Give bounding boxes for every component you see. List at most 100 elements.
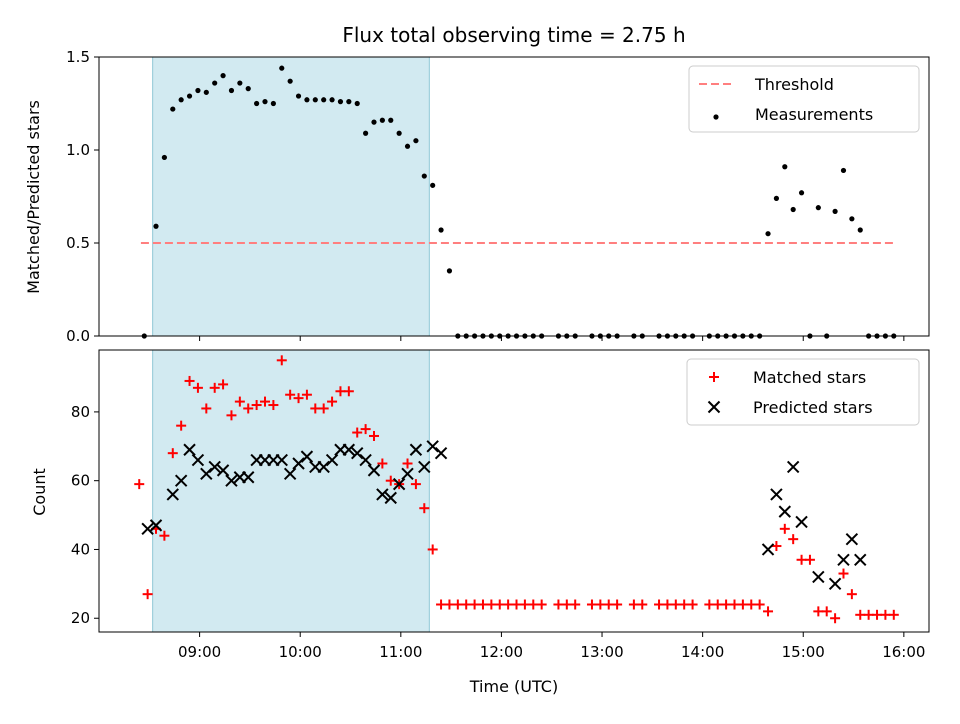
matched-stars-point [570, 599, 581, 610]
measurement-point [782, 164, 788, 170]
predicted-stars-point [434, 446, 448, 460]
matched-stars-point [477, 599, 488, 610]
legend-measurement-swatch [713, 114, 719, 120]
measurement-point [312, 97, 318, 103]
predicted-stars-point [359, 453, 372, 467]
matched-stars-point [402, 458, 413, 469]
predicted-stars-point [208, 460, 221, 474]
predicted-stars-point [367, 464, 381, 477]
predicted-stars-point [191, 453, 205, 467]
predicted-stars-point [283, 467, 297, 481]
legend-box [686, 358, 920, 426]
x-tick-label: 13:00 [580, 643, 623, 661]
legend-label: Measurements [755, 105, 873, 124]
bottom-y-axis-label: Count [30, 468, 49, 516]
predicted-stars-point [812, 570, 825, 584]
matched-stars-point [293, 393, 304, 404]
matched-stars-point [754, 599, 765, 610]
matched-stars-point [134, 479, 145, 490]
measurement-point [195, 87, 201, 94]
legend-label: Threshold [754, 75, 834, 94]
matched-stars-point [528, 599, 539, 610]
predicted-stars-point [317, 460, 330, 474]
measurement-point [430, 182, 436, 188]
matched-stars-point [260, 396, 270, 407]
measurement-point [388, 117, 394, 123]
y-tick-label: 20 [71, 609, 90, 627]
x-tick-label: 16:00 [882, 643, 925, 661]
measurement-point [849, 216, 855, 222]
measurement-point [254, 100, 260, 107]
predicted-stars-point [770, 488, 783, 501]
matched-stars-point [268, 400, 279, 411]
predicted-stars-point [401, 467, 414, 481]
measurement-point [212, 80, 218, 86]
matched-stars-point [511, 599, 522, 610]
measurement-point [857, 227, 863, 233]
predicted-stars-point [342, 443, 356, 456]
matched-stars-point [813, 606, 824, 617]
predicted-stars-point [778, 505, 792, 518]
x-axis-label: Time (UTC) [469, 677, 558, 696]
matched-stars-point [360, 424, 371, 435]
matched-stars-point [419, 503, 430, 514]
x-tick-label: 15:00 [782, 643, 825, 661]
measurement-point [186, 93, 193, 99]
axes-frame [98, 56, 930, 337]
y-tick-label: 0.5 [66, 234, 90, 252]
matched-stars-point [846, 589, 857, 600]
x-tick-label: 14:00 [681, 643, 724, 661]
predicted-stars-point [149, 519, 163, 532]
matched-stars-point [461, 599, 472, 610]
matched-stars-point [737, 599, 748, 610]
predicted-stars-point [376, 488, 389, 501]
measurement-point [337, 99, 344, 105]
measurement-point [371, 119, 377, 125]
measurement-point [815, 205, 821, 211]
measurement-point [270, 100, 276, 107]
predicted-stars-point [845, 532, 859, 546]
measurement-point [178, 97, 184, 103]
matched-stars-point [855, 609, 866, 620]
top-y-axis-label: Matched/Predicted stars [24, 100, 43, 294]
measurement-point [153, 223, 159, 229]
legend: Matched stars Predicted stars [686, 358, 920, 426]
predicted-stars-point [292, 457, 305, 470]
measurement-point [237, 80, 243, 86]
matched-stars-point [788, 534, 799, 545]
y-tick-label: 1.5 [66, 48, 90, 66]
matched-stars-point [637, 599, 648, 610]
matched-stars-point [352, 427, 363, 438]
measurement-point [832, 208, 838, 214]
matched-stars-point [779, 523, 790, 534]
measurement-point [346, 99, 352, 105]
matched-stars-point [670, 599, 681, 610]
matched-stars-point [410, 479, 421, 490]
measurement-point [354, 100, 360, 107]
measurement-point [840, 167, 847, 174]
measurement-point [161, 154, 167, 161]
matched-stars-point [586, 599, 597, 610]
matched-stars-point [553, 599, 564, 610]
chart-title: Flux total observing time = 2.75 h [342, 23, 685, 47]
matched-stars-point [863, 609, 874, 620]
y-tick-label: 60 [71, 472, 90, 490]
matched-stars-point [201, 403, 212, 414]
matched-stars-point [838, 568, 849, 579]
matched-stars-point [159, 530, 170, 541]
predicted-stars-point [200, 467, 213, 481]
matched-stars-point [821, 606, 832, 617]
matched-stars-point [335, 386, 346, 397]
matched-stars-point [427, 544, 438, 555]
measurement-point [446, 268, 453, 274]
matched-stars-point [712, 599, 723, 610]
axes-frame [98, 349, 930, 633]
measurement-point [228, 87, 235, 94]
measurement-point [363, 130, 369, 136]
measurement-point [790, 206, 796, 213]
matched-stars-point [628, 599, 639, 610]
matched-stars-point [192, 382, 203, 393]
predicted-stars-point [828, 577, 842, 591]
measurement-point [295, 93, 302, 99]
